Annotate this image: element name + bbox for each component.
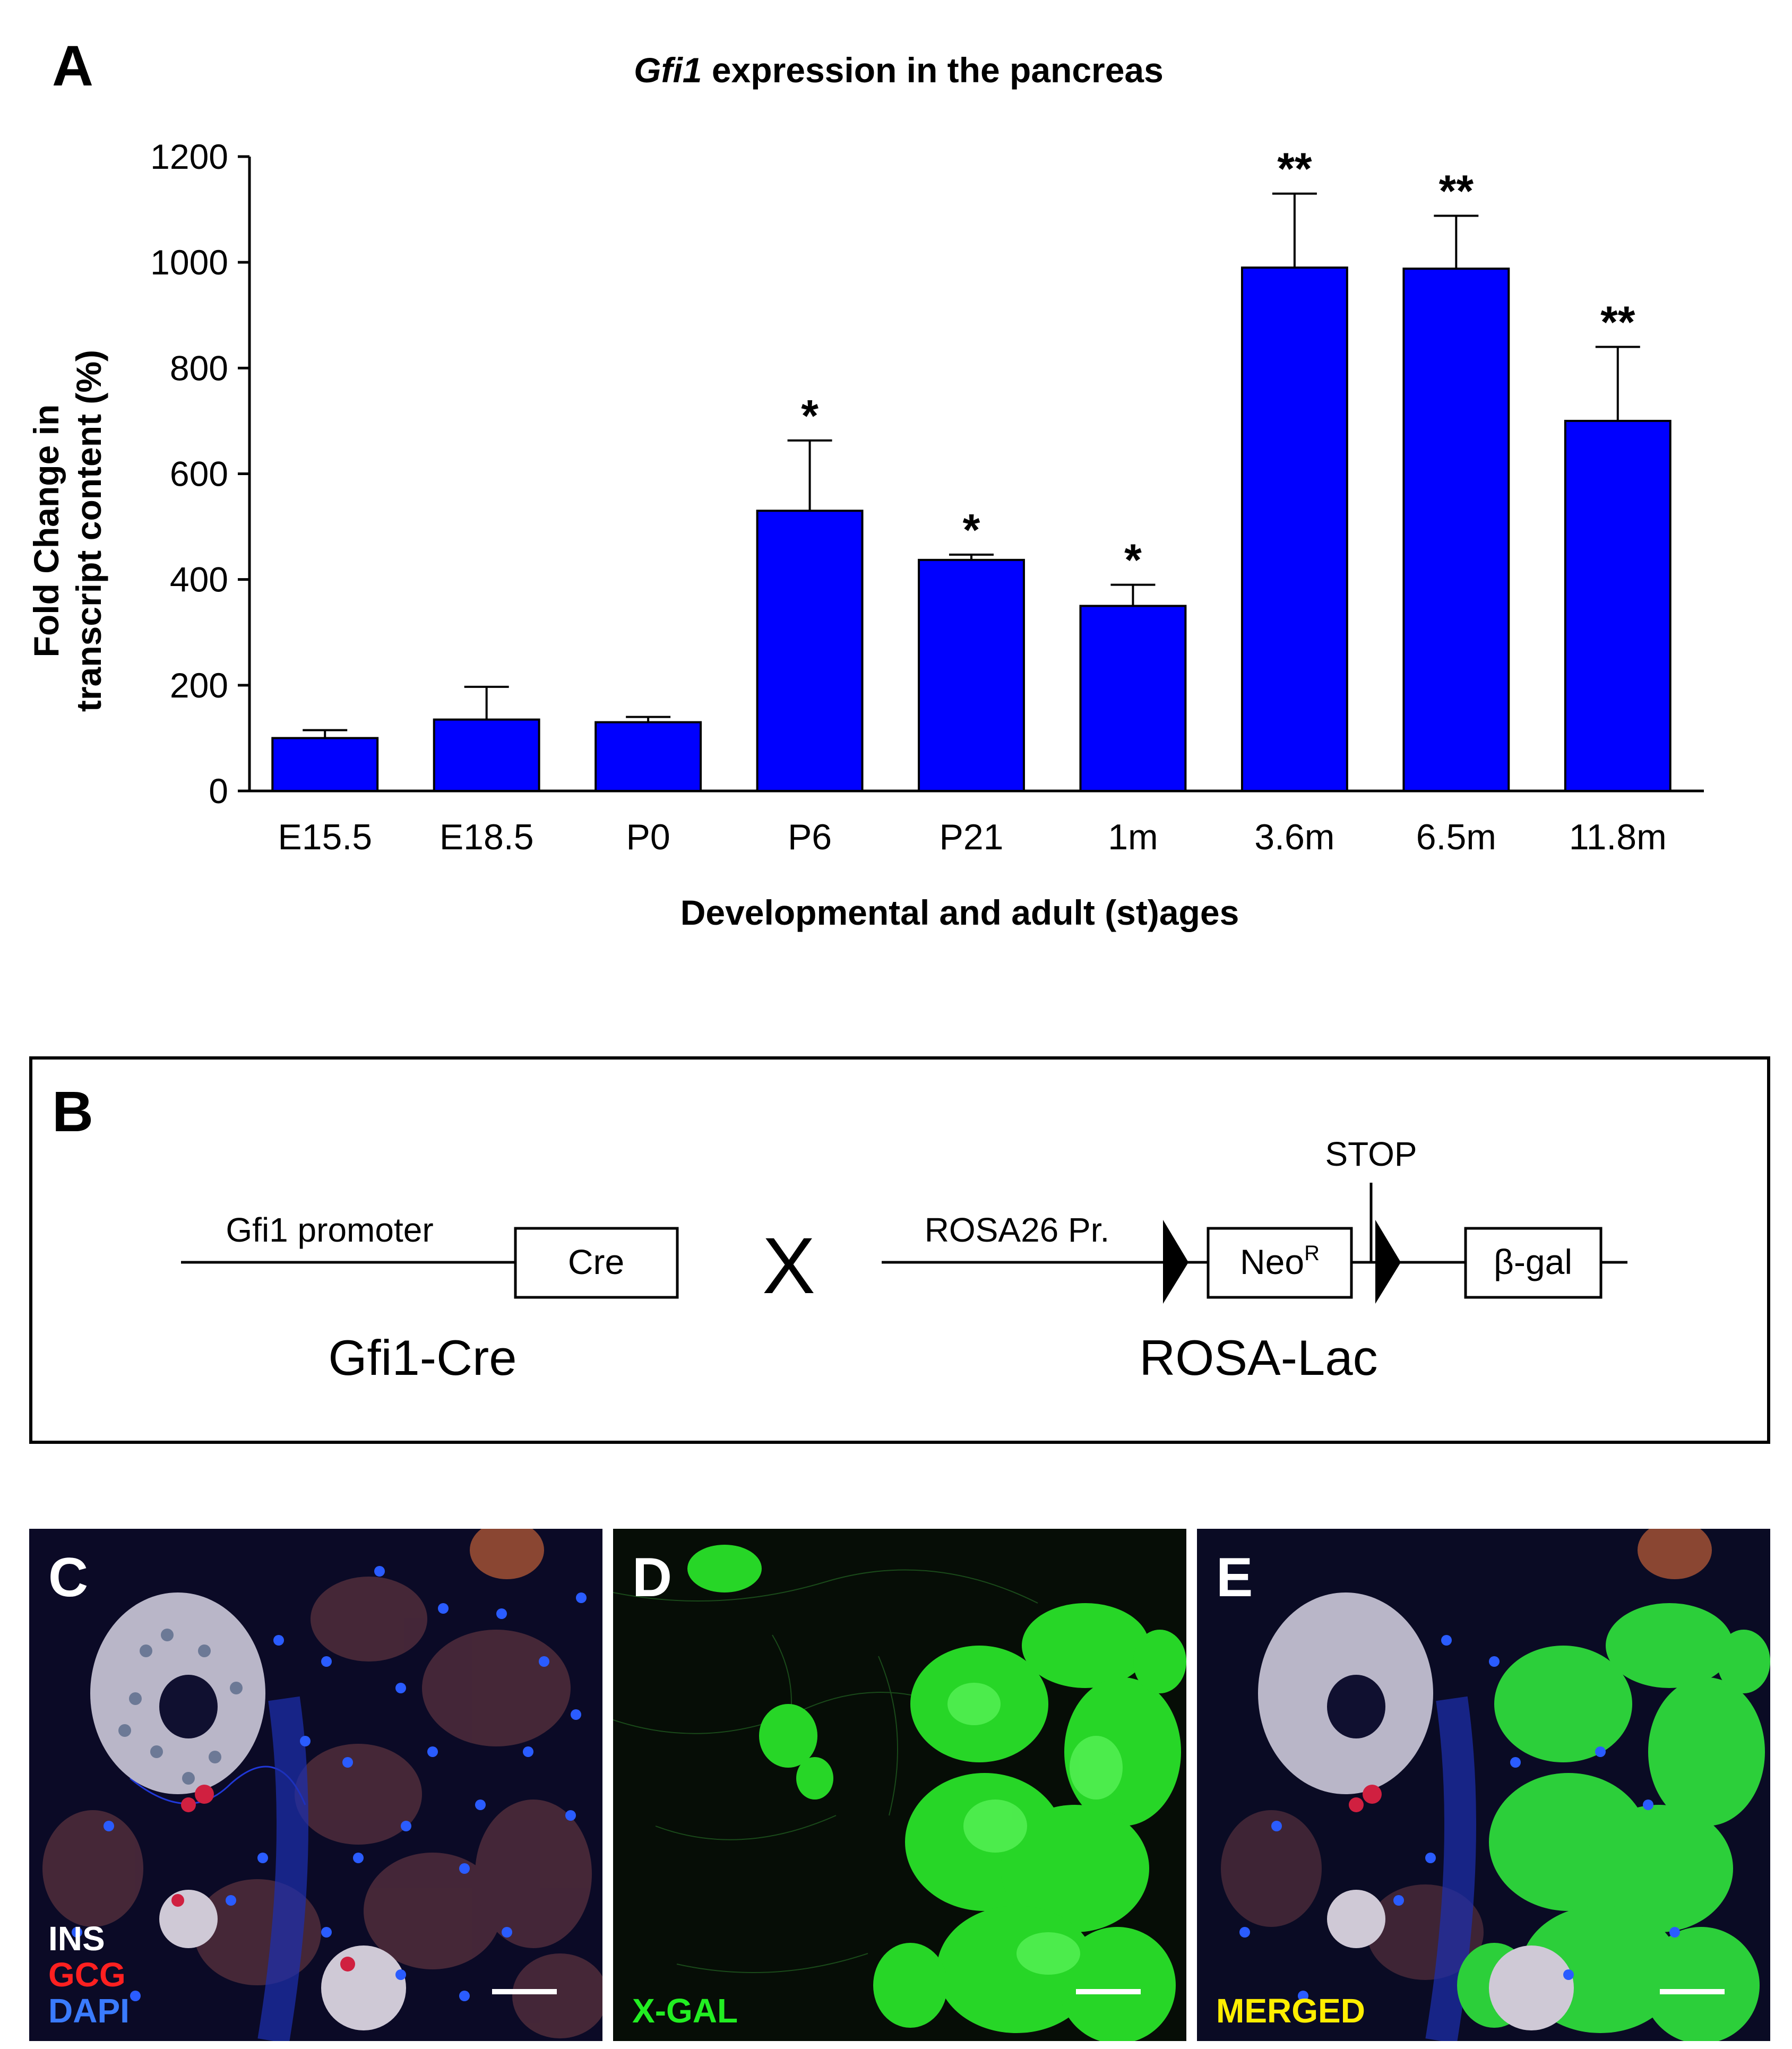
- bar: [271, 737, 379, 792]
- y-tick-label: 400: [170, 560, 228, 599]
- scale-bar-c: [492, 1989, 557, 1994]
- x-tick-label: E18.5: [440, 817, 534, 857]
- micrograph-c: C INS GCG DAPI: [29, 1529, 602, 2041]
- rosa26-promoter-label: ROSA26 Pr.: [925, 1211, 1110, 1249]
- chart-title: Gfi1 expression in the pancreas: [634, 50, 1164, 90]
- breeding-scheme-diagram: Gfi1 promoter Cre Gfi1-Cre X ROSA26 Pr. …: [29, 1056, 1770, 1444]
- stain-label-merged: MERGED: [1216, 1992, 1365, 2030]
- scale-bar-d: [1076, 1989, 1141, 1994]
- y-tick-label: 600: [170, 454, 228, 494]
- significance-marker: **: [1600, 297, 1635, 347]
- bar: [756, 510, 864, 792]
- significance-marker: **: [1439, 166, 1474, 216]
- bar: [1079, 605, 1187, 793]
- neo-label-text: Neo: [1240, 1242, 1304, 1281]
- micrograph-e-label: E: [1216, 1547, 1253, 1608]
- stain-label-gcg: GCG: [48, 1956, 126, 1994]
- x-tick-label: 11.8m: [1569, 817, 1667, 857]
- significance-marker: *: [963, 505, 980, 555]
- y-axis-label-line2: transcript content (%): [69, 350, 108, 712]
- micrograph-d-label: D: [632, 1547, 673, 1608]
- stain-label-xgal: X-GAL: [632, 1992, 738, 2030]
- bgal-box: [1464, 1227, 1603, 1299]
- x-tick-label: 3.6m: [1254, 817, 1334, 857]
- x-axis-label: Developmental and adult (st)ages: [680, 893, 1239, 932]
- stain-label-ins: INS: [48, 1919, 105, 1958]
- significance-marker: *: [1124, 535, 1142, 585]
- gfi1-promoter-label: Gfi1 promoter: [226, 1211, 433, 1249]
- neo-label-superscript: R: [1304, 1242, 1320, 1265]
- bar: [918, 558, 1025, 792]
- x-tick-label: P0: [626, 817, 670, 857]
- rosa-lac-name: ROSA-Lac: [1139, 1330, 1377, 1385]
- neo-box: [1207, 1227, 1353, 1299]
- bar: [433, 718, 540, 792]
- bar: [1240, 266, 1348, 792]
- panel-label-a: A: [52, 33, 93, 98]
- significance-marker: *: [801, 391, 819, 441]
- neo-label: NeoR: [1240, 1242, 1320, 1281]
- cre-label: Cre: [568, 1242, 624, 1281]
- panel-label-b: B: [52, 1079, 93, 1143]
- micrograph-d-image: [613, 1529, 1186, 2041]
- scale-bar-e: [1660, 1989, 1725, 1994]
- chart-title-italic: Gfi1: [634, 50, 702, 90]
- stain-label-dapi: DAPI: [48, 1992, 130, 2030]
- bar: [1564, 419, 1672, 792]
- significance-marker: **: [1277, 144, 1312, 194]
- x-tick-label: P6: [788, 817, 832, 857]
- micrograph-e: E MERGED: [1197, 1529, 1770, 2041]
- bar: [1402, 268, 1510, 793]
- y-tick-label: 0: [209, 771, 228, 811]
- bgal-label: β-gal: [1494, 1242, 1572, 1281]
- x-tick-label: 6.5m: [1416, 817, 1496, 857]
- bar-chart: Gfi1 expression in the pancreas 0 200 400 6…: [27, 50, 1704, 932]
- plot-area: 0 200 400 600 800 1000 1200 E15.5 E18.5 P0 P6 * P21 *…: [150, 137, 1704, 857]
- x-tick-label: P21: [940, 817, 1004, 857]
- x-tick-label: 1m: [1108, 817, 1158, 857]
- micrograph-e-image: [1197, 1529, 1770, 2041]
- micrograph-c-label: C: [48, 1547, 89, 1608]
- y-tick-label: 1000: [150, 243, 228, 282]
- y-axis-label-line1: Fold Change in: [27, 404, 66, 658]
- micrograph-c-image: [29, 1529, 602, 2041]
- y-tick-label: 1200: [150, 137, 228, 176]
- x-tick-label: E15.5: [278, 817, 372, 857]
- chart-title-rest: expression in the pancreas: [702, 50, 1164, 90]
- stop-label: STOP: [1325, 1135, 1417, 1173]
- y-tick-label: 200: [170, 666, 228, 705]
- micrograph-d: D X-GAL: [613, 1529, 1186, 2041]
- bar: [595, 721, 702, 792]
- y-tick-label: 800: [170, 348, 228, 388]
- cross-symbol: X: [762, 1221, 815, 1310]
- loxp-triangle-1: [1163, 1220, 1188, 1304]
- gfi1-cre-name: Gfi1-Cre: [328, 1330, 516, 1385]
- cre-box: [514, 1227, 679, 1299]
- loxp-triangle-2: [1375, 1220, 1401, 1304]
